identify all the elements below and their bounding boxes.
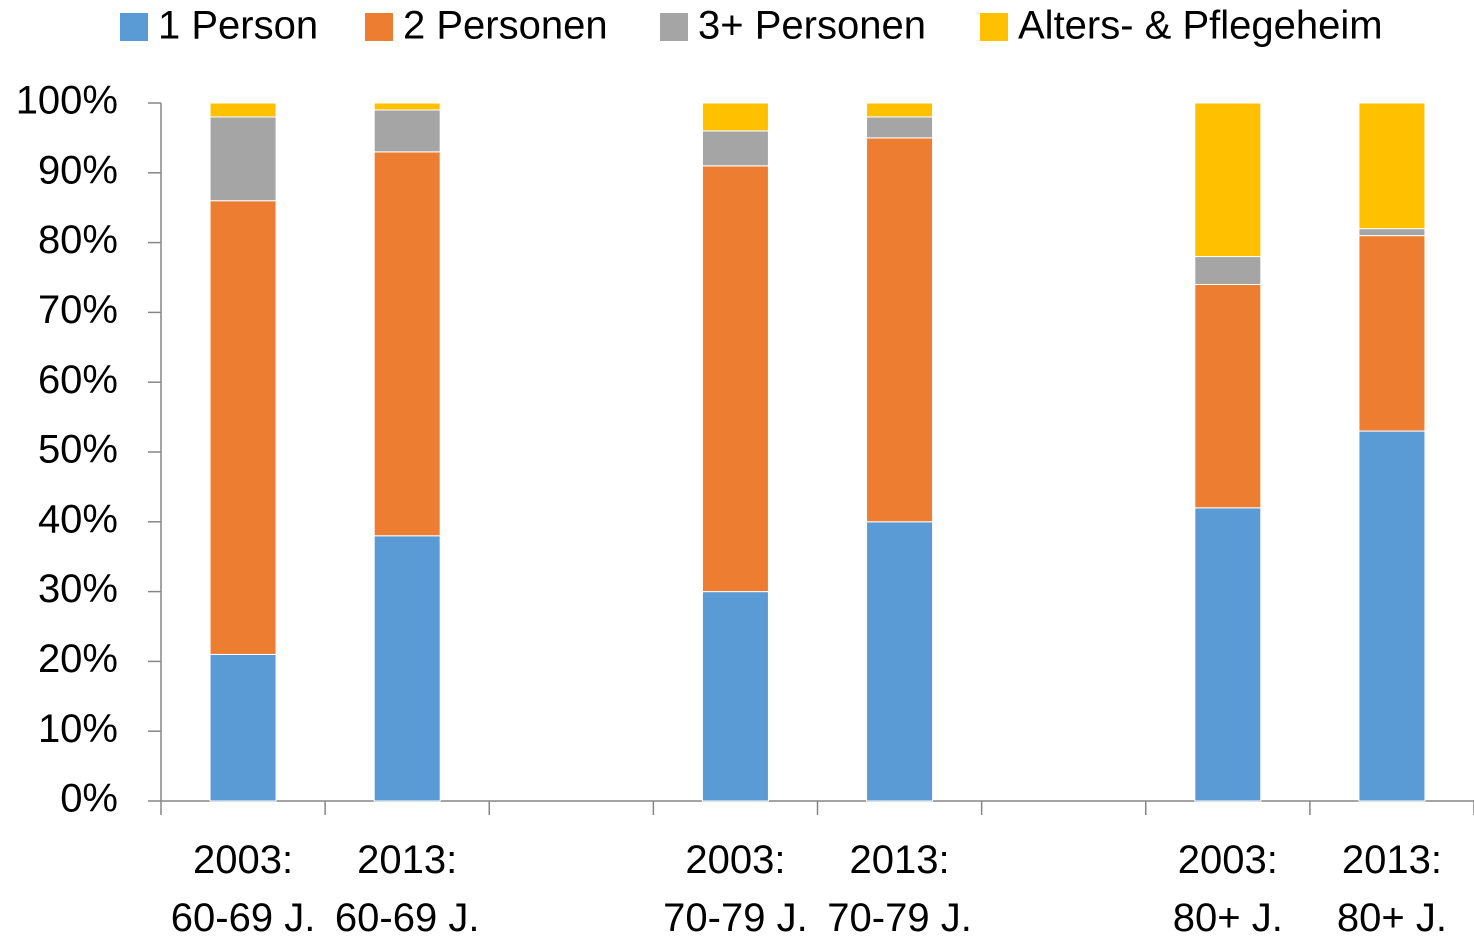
x-tick-label: 2003: 80+ J. xyxy=(1173,838,1283,938)
bar-segment xyxy=(866,116,934,139)
legend-label: 2 Personen xyxy=(403,4,608,48)
bar-segment xyxy=(701,165,769,593)
legend-label: 1 Person xyxy=(158,4,318,48)
bar-segment xyxy=(209,116,277,202)
legend-label: 3+ Personen xyxy=(698,4,926,48)
bar-segment xyxy=(701,591,769,802)
legend-swatch xyxy=(120,13,148,41)
x-tick-label: 2013: 70-79 J. xyxy=(827,838,972,938)
legend-swatch xyxy=(660,13,688,41)
bar-segment xyxy=(1194,256,1262,285)
bar-segment xyxy=(373,535,441,802)
bar-segment xyxy=(1194,283,1262,509)
y-tick-label: 80% xyxy=(38,218,118,262)
legend-swatch xyxy=(365,13,393,41)
bar-segment xyxy=(373,151,441,537)
legend-label: Alters- & Pflegeheim xyxy=(1018,4,1383,48)
x-tick-label: 2013: 60-69 J. xyxy=(335,838,480,938)
bar-segment xyxy=(209,200,277,655)
x-tick-label: 2003: 60-69 J. xyxy=(171,838,316,938)
x-tick-label: 2003: 70-79 J. xyxy=(663,838,808,938)
bar-segment xyxy=(373,102,441,111)
bar-segment xyxy=(866,102,934,118)
bar-segment xyxy=(1194,507,1262,802)
bar-segment xyxy=(209,653,277,802)
bar-segment xyxy=(1358,235,1426,432)
x-tick-label: 2013: 80+ J. xyxy=(1337,838,1447,938)
bar-segment xyxy=(866,137,934,523)
bar-segment xyxy=(1194,102,1262,258)
y-tick-label: 90% xyxy=(38,148,118,192)
bar-segment xyxy=(1358,430,1426,802)
y-tick-label: 10% xyxy=(38,707,118,751)
y-tick-label: 40% xyxy=(38,497,118,541)
y-tick-label: 50% xyxy=(38,428,118,472)
bar-segment xyxy=(1358,102,1426,230)
y-tick-label: 20% xyxy=(38,637,118,681)
legend-swatch xyxy=(980,13,1008,41)
y-tick-label: 100% xyxy=(16,79,118,123)
bar-segment xyxy=(209,102,277,118)
y-tick-label: 0% xyxy=(60,777,118,821)
bar-segment xyxy=(866,521,934,802)
bar-segment xyxy=(701,102,769,132)
y-tick-label: 30% xyxy=(38,567,118,611)
y-tick-label: 70% xyxy=(38,288,118,332)
bar-segment xyxy=(701,130,769,167)
bar-segment xyxy=(1358,228,1426,237)
bar-segment xyxy=(373,109,441,153)
y-tick-label: 60% xyxy=(38,358,118,402)
